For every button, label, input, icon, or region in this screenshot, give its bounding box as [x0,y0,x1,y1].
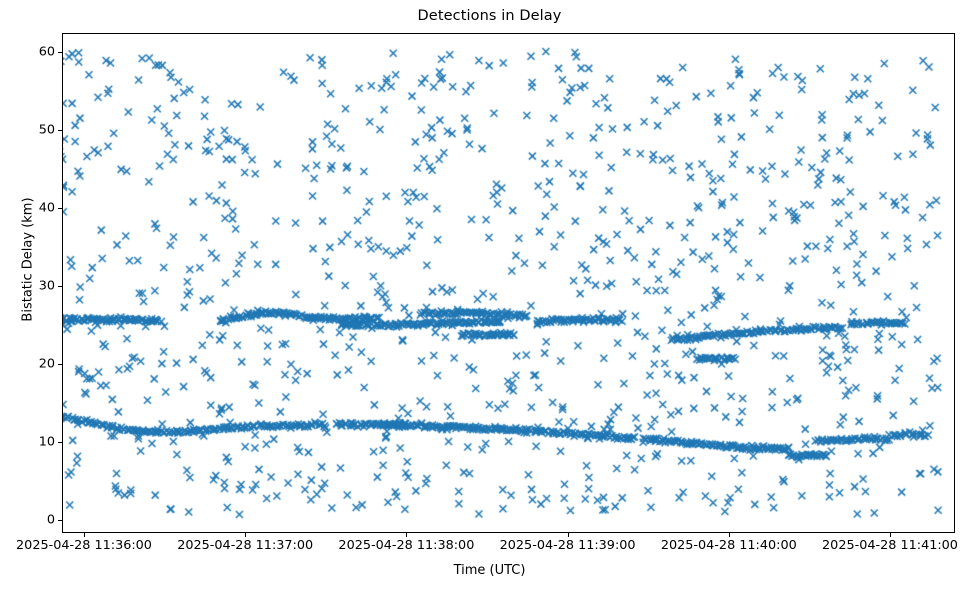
y-tick-label: 30 [38,278,55,294]
y-tick-mark [58,364,62,365]
x-tick-mark [84,533,85,537]
y-tick-mark [58,286,62,287]
x-tick-label: 2025-04-28 11:40:00 [660,538,797,553]
x-axis-label: Time (UTC) [453,563,526,578]
y-tick-mark [58,442,62,443]
x-tick-label: 2025-04-28 11:36:00 [16,538,152,553]
y-tick-label: 10 [38,434,55,450]
y-tick-label: 20 [38,356,55,372]
x-tick-mark [728,533,730,537]
y-tick-label: 60 [38,44,55,60]
x-tick-mark [406,533,408,537]
plot-axes-area [62,33,955,533]
y-tick-label: 0 [46,512,55,528]
y-tick-mark [58,130,62,131]
x-tick-label: 2025-04-28 11:38:00 [338,538,475,553]
y-tick-mark [58,520,62,521]
x-tick-mark [567,533,569,537]
y-tick-label: 40 [38,200,55,216]
x-tick-mark [890,533,891,537]
x-tick-label: 2025-04-28 11:37:00 [177,538,314,553]
y-axis-tick-labels: 0 10 20 30 40 50 60 [0,0,55,590]
x-tick-mark [245,533,247,537]
x-tick-label: 2025-04-28 11:41:00 [822,538,958,553]
x-tick-label: 2025-04-28 11:39:00 [499,538,636,553]
x-axis-tick-labels: 2025-04-28 11:36:00 2025-04-28 11:37:00 20… [0,538,979,558]
page-title: Detections in Delay [417,8,562,24]
y-tick-mark [58,52,62,53]
y-tick-mark [58,208,62,209]
y-tick-label: 50 [38,122,55,138]
scatter-plot-canvas [63,34,954,532]
